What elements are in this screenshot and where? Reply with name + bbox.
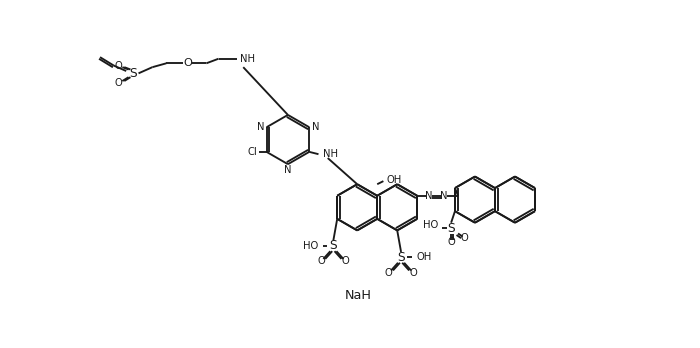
Text: O: O	[410, 268, 417, 278]
Text: O: O	[461, 233, 468, 243]
Text: O: O	[317, 256, 325, 266]
Text: S: S	[330, 239, 337, 252]
Text: N: N	[440, 191, 448, 201]
Text: O: O	[115, 78, 122, 88]
Text: HO: HO	[423, 220, 438, 230]
Text: NaH: NaH	[345, 289, 372, 302]
Text: O: O	[342, 256, 349, 266]
Text: OH: OH	[386, 175, 402, 185]
Text: O: O	[183, 58, 192, 68]
Text: O: O	[447, 237, 455, 247]
Text: NH: NH	[323, 149, 338, 159]
Text: N: N	[425, 191, 433, 201]
Text: O: O	[385, 268, 393, 278]
Text: HO: HO	[302, 241, 318, 251]
Text: N: N	[257, 122, 264, 132]
Text: Cl: Cl	[248, 147, 258, 157]
Text: N: N	[284, 165, 292, 175]
Text: OH: OH	[416, 252, 432, 262]
Text: N: N	[312, 122, 319, 132]
Text: S: S	[130, 67, 137, 80]
Text: S: S	[447, 222, 455, 235]
Text: O: O	[115, 61, 122, 71]
Text: NH: NH	[240, 54, 256, 64]
Text: S: S	[398, 251, 405, 264]
